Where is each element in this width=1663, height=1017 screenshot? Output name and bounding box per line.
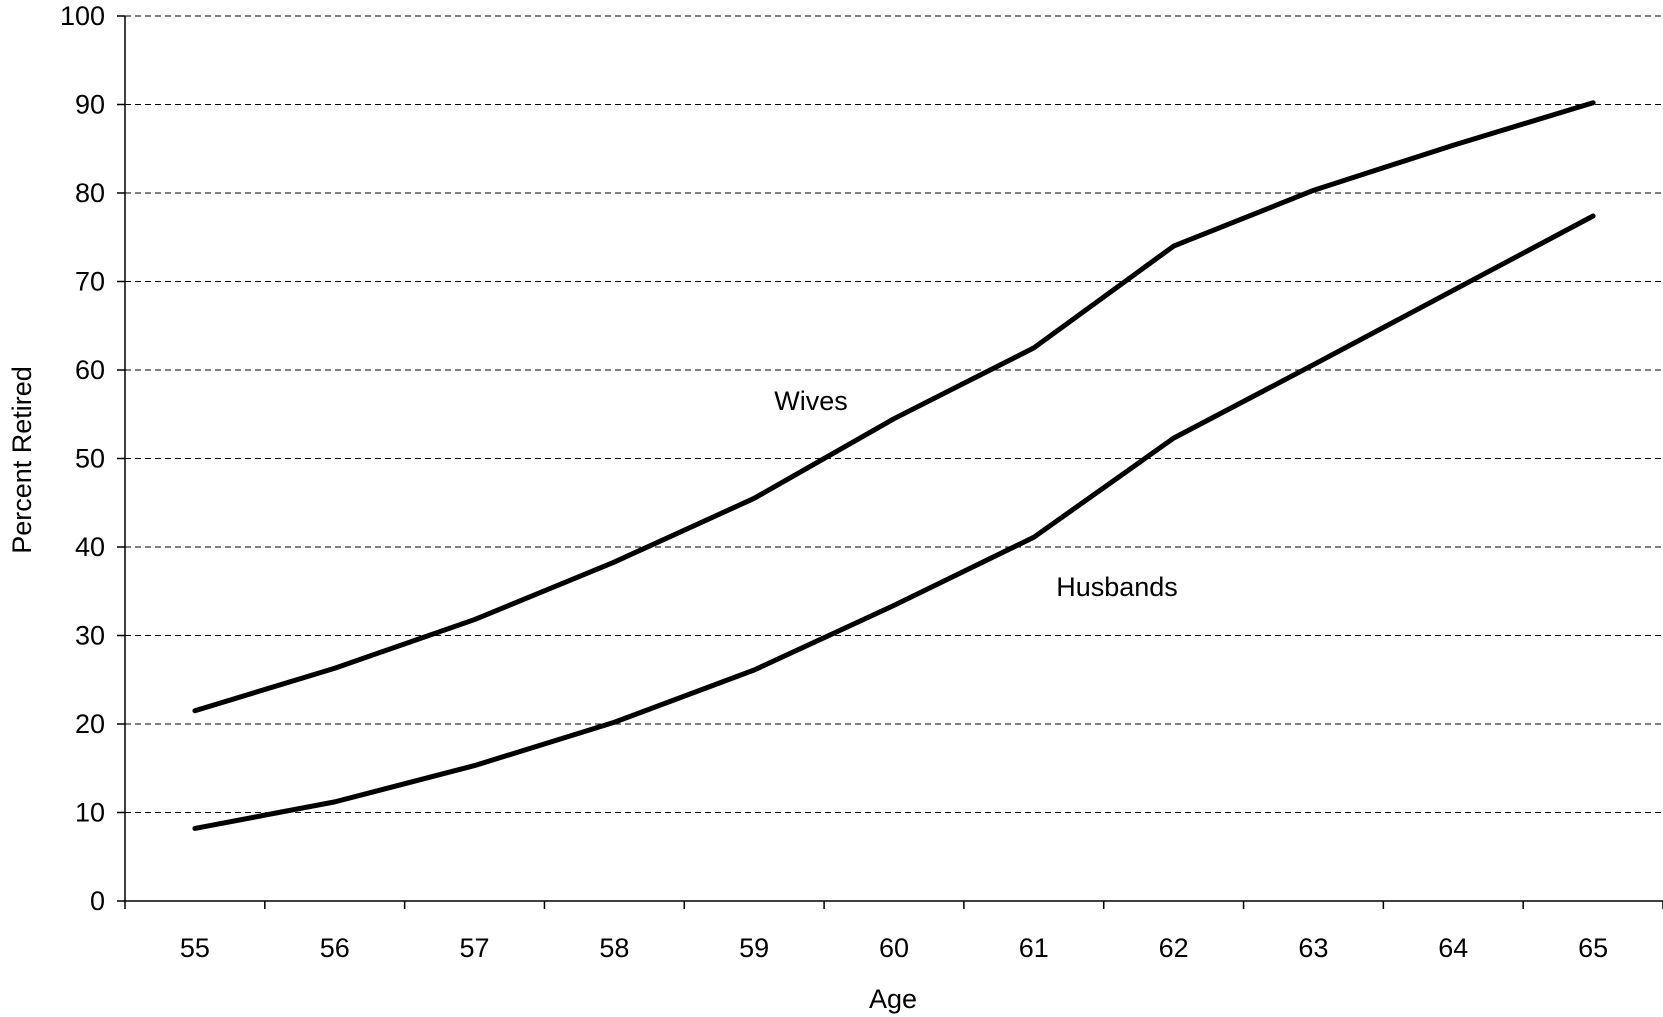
x-tick-label: 65 xyxy=(1578,933,1608,963)
x-tick-label: 61 xyxy=(1019,933,1049,963)
x-tick-label: 55 xyxy=(180,933,210,963)
y-tick-label: 40 xyxy=(75,532,105,562)
y-tick-label: 70 xyxy=(75,267,105,297)
y-tick-label: 20 xyxy=(75,709,105,739)
y-tick-label: 50 xyxy=(75,444,105,474)
x-axis-label: Age xyxy=(869,984,917,1014)
x-tick-label: 58 xyxy=(599,933,629,963)
y-tick-label: 30 xyxy=(75,621,105,651)
gridlines xyxy=(125,15,1663,813)
x-tick-label: 62 xyxy=(1159,933,1189,963)
x-tick-label: 57 xyxy=(460,933,490,963)
y-tick-label: 10 xyxy=(75,798,105,828)
y-axis-label: Percent Retired xyxy=(7,366,37,554)
series-line-husbands xyxy=(192,213,1596,831)
y-tick-label: 100 xyxy=(60,1,105,31)
y-tick-label: 0 xyxy=(90,886,105,916)
series-lines xyxy=(192,100,1596,831)
x-tick-label: 63 xyxy=(1298,933,1328,963)
y-tick-label: 90 xyxy=(75,90,105,120)
annotation-husbands: Husbands xyxy=(1056,572,1178,602)
y-tick-label: 80 xyxy=(75,178,105,208)
x-tick-label: 56 xyxy=(320,933,350,963)
annotation-wives: Wives xyxy=(774,386,848,416)
x-tick-label: 64 xyxy=(1438,933,1468,963)
series-line-wives xyxy=(192,100,1596,714)
y-axis-ticks: 0 10 20 30 40 50 60 70 80 90 100 xyxy=(60,1,125,916)
y-tick-label: 60 xyxy=(75,355,105,385)
x-tick-label: 59 xyxy=(739,933,769,963)
x-tick-label: 60 xyxy=(879,933,909,963)
x-axis-ticks: 55 56 57 58 59 60 61 62 63 64 65 xyxy=(124,901,1663,963)
